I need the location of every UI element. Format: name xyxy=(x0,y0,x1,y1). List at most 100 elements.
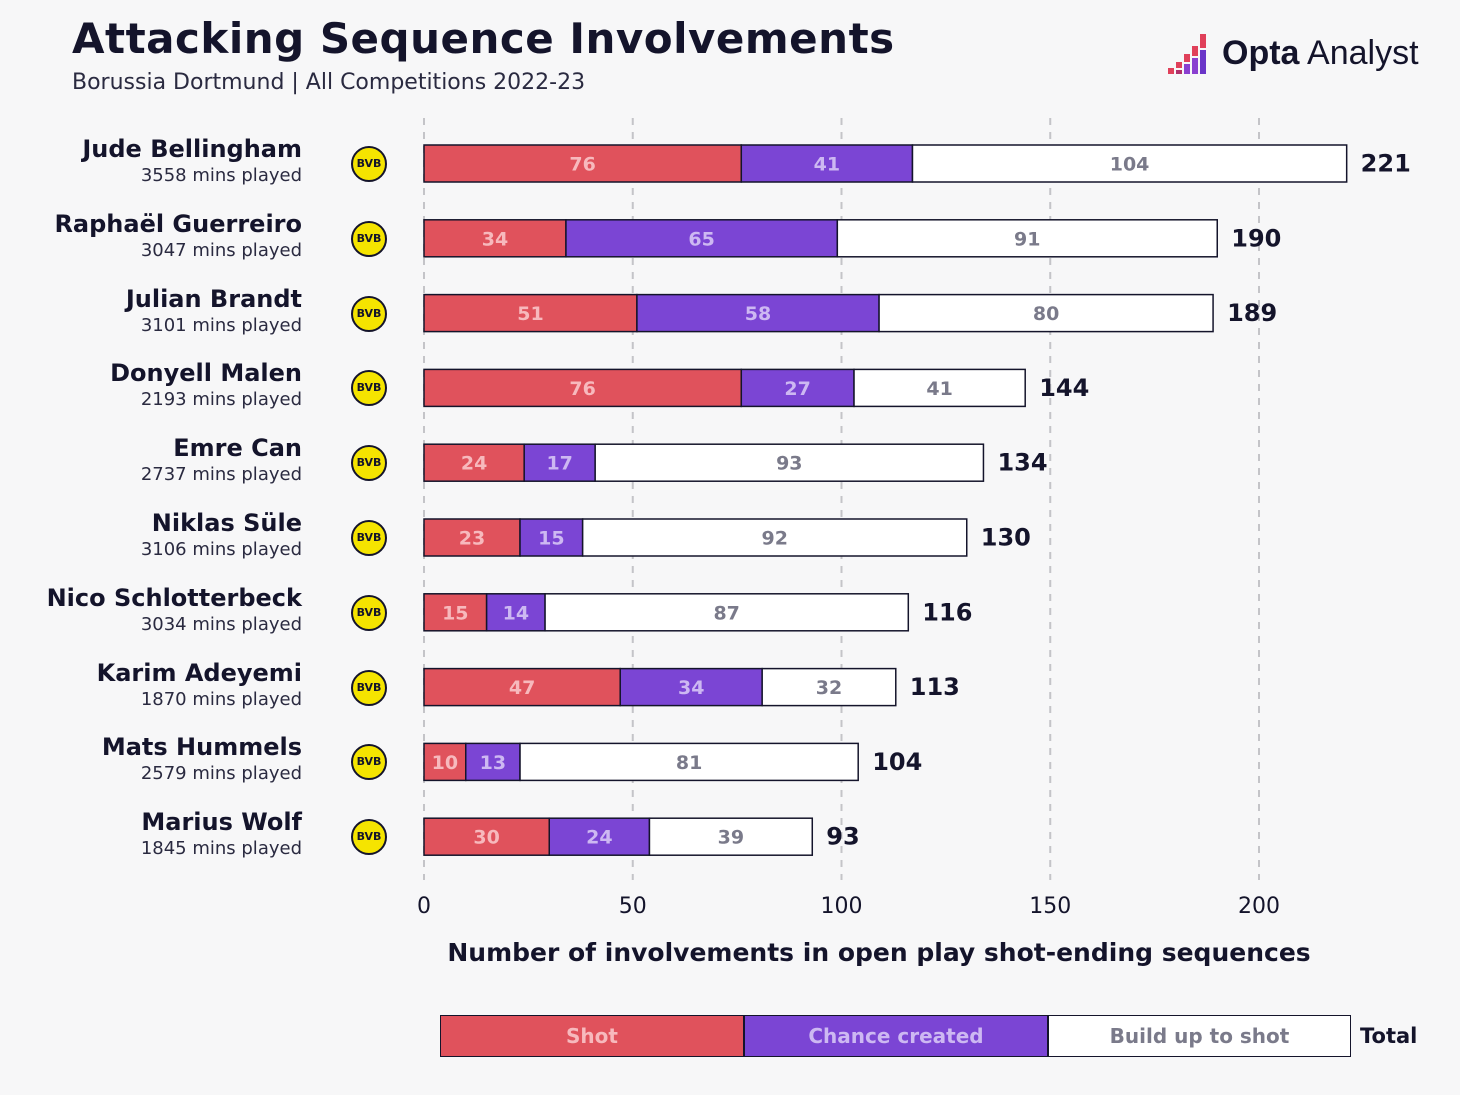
bar-value-label: 51 xyxy=(517,303,543,325)
chance-created-bar xyxy=(548,817,651,856)
bvb-badge-icon: BVB xyxy=(351,146,387,182)
bvb-badge-icon: BVB xyxy=(351,669,387,706)
player-minutes: 3047 mins played xyxy=(140,239,302,261)
bvb-badge-icon: BVB xyxy=(351,520,387,556)
legend-shot: Shot xyxy=(440,1015,744,1057)
player-minutes: 1870 mins played xyxy=(140,688,302,710)
opta-stairs-icon xyxy=(1168,34,1206,74)
legend-build-up: Build up to shot xyxy=(1048,1015,1351,1057)
total-label: 93 xyxy=(826,823,859,851)
bvb-badge-icon: BVB xyxy=(351,445,387,482)
bar-value-label: 24 xyxy=(461,453,487,475)
x-tick-label: 0 xyxy=(417,894,431,919)
bar-value-label: 14 xyxy=(503,602,529,624)
bar-value-label: 81 xyxy=(676,752,702,774)
player-minutes: 1845 mins played xyxy=(140,838,302,860)
chance-created-bar xyxy=(740,144,914,183)
total-label: 221 xyxy=(1361,150,1411,178)
bar-value-label: 41 xyxy=(926,378,952,400)
bar-value-label: 41 xyxy=(814,154,840,176)
player-name: Jude Bellingham xyxy=(82,135,302,163)
bar-value-label: 27 xyxy=(784,378,810,400)
total-label: 144 xyxy=(1039,374,1089,402)
build-up-bar xyxy=(648,817,814,856)
bar-value-label: 39 xyxy=(718,827,744,849)
total-label: 190 xyxy=(1231,224,1281,252)
bar-value-label: 92 xyxy=(761,528,787,550)
legend-total-label: Total xyxy=(1360,1024,1418,1048)
player-name: Raphaël Guerreiro xyxy=(54,209,302,238)
bar-value-label: 34 xyxy=(678,677,704,699)
shot-bar xyxy=(423,817,550,856)
total-label: 116 xyxy=(922,598,972,626)
bvb-badge-icon: BVB xyxy=(351,295,387,332)
build-up-bar xyxy=(878,293,1214,333)
chance-created-bar xyxy=(523,443,596,482)
build-up-bar xyxy=(853,368,1026,408)
chart-title: Attacking Sequence Involvements xyxy=(72,14,895,63)
build-up-bar xyxy=(519,742,859,782)
bar-value-label: 76 xyxy=(569,378,595,400)
player-name: Nico Schlotterbeck xyxy=(46,583,302,612)
build-up-bar xyxy=(761,667,897,707)
bvb-badge-icon: BVB xyxy=(351,594,387,631)
total-label: 134 xyxy=(997,449,1047,477)
bvb-badge-icon: BVB xyxy=(351,744,387,781)
player-name: Mats Hummels xyxy=(101,733,302,762)
bar-value-label: 104 xyxy=(1110,154,1150,176)
bar-value-label: 32 xyxy=(816,677,842,699)
bar-value-label: 24 xyxy=(586,827,612,849)
x-tick-label: 150 xyxy=(1029,894,1071,919)
build-up-bar xyxy=(544,593,910,632)
chance-created-bar xyxy=(740,368,855,408)
shot-bar xyxy=(423,144,743,183)
x-tick-label: 50 xyxy=(619,894,647,919)
bar-value-label: 65 xyxy=(688,228,714,250)
bar-value-label: 23 xyxy=(459,528,485,550)
chance-created-bar xyxy=(619,667,763,707)
total-label: 113 xyxy=(910,673,960,701)
player-name: Julian Brandt xyxy=(125,284,302,313)
bar-value-label: 76 xyxy=(569,154,595,176)
bar-value-label: 80 xyxy=(1033,303,1059,325)
logo-text-regular: Analyst xyxy=(1299,34,1419,72)
bar-value-label: 87 xyxy=(713,602,739,624)
total-label: 130 xyxy=(981,524,1031,552)
bar-value-label: 13 xyxy=(480,752,506,774)
chance-created-bar xyxy=(519,518,584,557)
bvb-badge-icon: BVB xyxy=(351,220,387,257)
x-tick-label: 100 xyxy=(821,894,863,919)
chart-subtitle: Borussia Dortmund | All Competitions 202… xyxy=(72,70,586,95)
player-minutes: 2193 mins played xyxy=(140,389,302,411)
shot-bar xyxy=(423,368,743,408)
bar-value-label: 30 xyxy=(473,827,499,849)
bar-value-label: 15 xyxy=(538,528,564,550)
opta-analyst-logo: Opta Analyst xyxy=(1166,30,1426,80)
player-minutes: 3106 mins played xyxy=(140,539,302,560)
build-up-bar xyxy=(594,443,985,482)
player-minutes: 3558 mins played xyxy=(140,165,302,186)
logo-text-bold: Opta xyxy=(1222,34,1300,72)
player-minutes: 3101 mins played xyxy=(140,314,302,336)
player-name: Marius Wolf xyxy=(141,808,302,837)
player-name: Emre Can xyxy=(173,434,302,463)
player-minutes: 3034 mins played xyxy=(140,613,302,635)
chance-created-bar xyxy=(465,742,521,782)
total-label: 104 xyxy=(872,748,922,776)
bar-value-label: 15 xyxy=(442,602,468,624)
bar-value-label: 17 xyxy=(546,453,572,475)
player-name: Karim Adeyemi xyxy=(96,658,302,687)
x-axis-label: Number of involvements in open play shot… xyxy=(447,938,1311,967)
bar-value-label: 47 xyxy=(509,677,535,699)
bar-value-label: 34 xyxy=(482,228,508,250)
build-up-bar xyxy=(911,144,1348,183)
bar-value-label: 10 xyxy=(432,752,458,774)
bar-value-label: 58 xyxy=(745,303,771,325)
bar-value-label: 91 xyxy=(1014,228,1040,250)
player-name: Donyell Malen xyxy=(110,359,302,388)
build-up-bar xyxy=(836,219,1218,258)
bar-value-label: 93 xyxy=(776,453,802,475)
bvb-badge-icon: BVB xyxy=(351,819,387,856)
chance-created-bar xyxy=(636,293,880,333)
